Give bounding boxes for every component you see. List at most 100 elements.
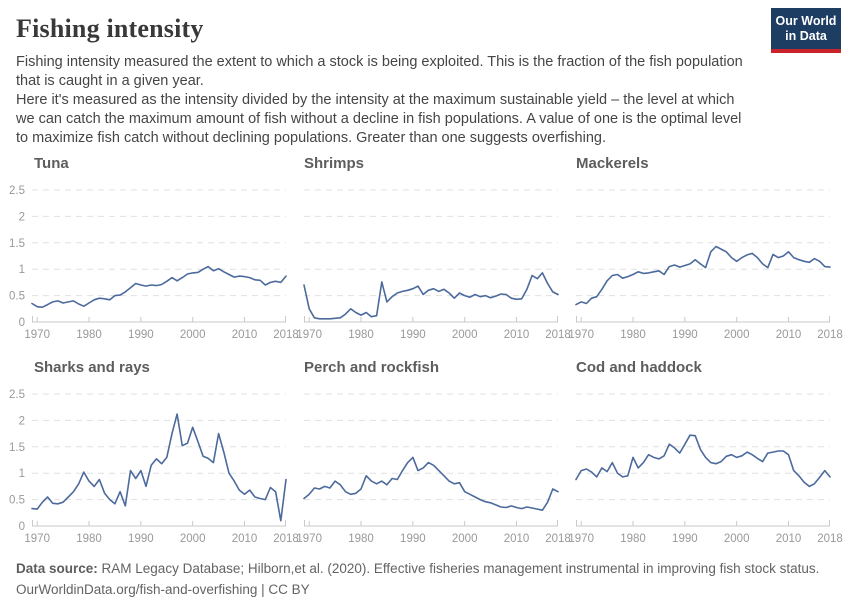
chart-svg-mackerels: 1970 1980 1990 2000 2010 2018 [568, 189, 843, 341]
svg-text:0.5: 0.5 [9, 291, 25, 303]
gridlines [32, 393, 286, 501]
svg-text:1: 1 [19, 264, 25, 276]
svg-text:1.5: 1.5 [9, 442, 25, 454]
gridlines [576, 189, 830, 297]
svg-text:1990: 1990 [400, 533, 426, 545]
footer-separator: | [257, 582, 269, 597]
chart-title-perch-and-rockfish: Perch and rockfish [304, 359, 440, 376]
svg-text:2018: 2018 [817, 533, 843, 545]
svg-text:2018: 2018 [817, 329, 843, 341]
owid-logo-line1: Our World [775, 14, 837, 28]
chart-title-sharks-and-rays: Sharks and rays [34, 359, 150, 376]
svg-text:1970: 1970 [296, 533, 322, 545]
svg-text:2018: 2018 [273, 533, 299, 545]
chart-perch-and-rockfish: Perch and rockfish 1970 1980 1990 2000 2010 20… [296, 359, 571, 548]
chart-svg-shrimps: 1970 1980 1990 2000 2010 2018 [296, 189, 571, 341]
x-axis: 1970 1980 1990 2000 2010 2018 [568, 316, 843, 341]
svg-text:2010: 2010 [232, 329, 258, 341]
source-label: Data source: [16, 561, 98, 576]
tuna-line-series [31, 265, 287, 308]
x-axis: 1970 1980 1990 2000 2010 2018 [24, 520, 299, 545]
shrimps-line-series [303, 272, 559, 320]
chart-svg-perch-and-rockfish: 1970 1980 1990 2000 2010 2018 [296, 393, 571, 545]
chart-title-shrimps: Shrimps [304, 155, 365, 172]
source-text: RAM Legacy Database; Hilborn,et al. (202… [97, 561, 820, 576]
owid-logo-line2: in Data [785, 29, 827, 43]
svg-text:1990: 1990 [128, 533, 154, 545]
svg-text:1.5: 1.5 [9, 238, 25, 250]
gridlines [304, 189, 558, 297]
svg-text:1980: 1980 [348, 533, 374, 545]
svg-text:1990: 1990 [400, 329, 426, 341]
footer-credit-line: OurWorldinData.org/fish-and-overfishing … [16, 579, 834, 600]
small-multiples-grid: Tuna 1970 1980 1990 2000 2010 2018 0 0.5 1 1.5 2 2.5… [9, 155, 843, 548]
svg-text:2010: 2010 [776, 329, 802, 341]
svg-text:2.5: 2.5 [9, 185, 25, 197]
gridlines [576, 393, 830, 501]
svg-text:2000: 2000 [180, 329, 206, 341]
svg-text:1970: 1970 [568, 533, 594, 545]
svg-text:2: 2 [19, 211, 25, 223]
svg-text:1980: 1980 [76, 533, 102, 545]
chart-description: Fishing intensity measured the extent to… [16, 53, 744, 148]
svg-text:2018: 2018 [545, 329, 571, 341]
chart-title-mackerels: Mackerels [576, 155, 649, 172]
owid-logo: Our World in Data [771, 8, 841, 53]
svg-text:1970: 1970 [296, 329, 322, 341]
chart-sharks-and-rays: Sharks and rays 1970 1980 1990 2000 2010 2018 0… [9, 359, 299, 548]
svg-text:2018: 2018 [545, 533, 571, 545]
chart-svg-sharks-and-rays: 1970 1980 1990 2000 2010 2018 0 0.5 1 1.5 2 2.5 [9, 389, 299, 545]
svg-text:1: 1 [19, 468, 25, 480]
svg-text:2: 2 [19, 415, 25, 427]
sharks-and-rays-line-series [31, 413, 287, 522]
svg-text:2000: 2000 [180, 533, 206, 545]
svg-text:1980: 1980 [348, 329, 374, 341]
chart-title-tuna: Tuna [34, 155, 69, 172]
svg-text:2010: 2010 [232, 533, 258, 545]
chart-svg-tuna: 1970 1980 1990 2000 2010 2018 0 0.5 1 1.5 2 2.5 [9, 185, 299, 341]
perch-and-rockfish-line-series [303, 456, 559, 511]
page-title: Fishing intensity [16, 14, 204, 43]
gridlines [32, 189, 286, 297]
chart-tuna: Tuna 1970 1980 1990 2000 2010 2018 0 0.5 1 1.5 2 2.5 [9, 155, 299, 344]
chart-cod-and-haddock: Cod and haddock 1970 1980 1990 2000 2010 2018 [568, 359, 843, 548]
footer-url: OurWorldinData.org/fish-and-overfishing [16, 582, 258, 597]
svg-text:0: 0 [19, 317, 25, 329]
x-axis: 1970 1980 1990 2000 2010 2018 [24, 316, 299, 341]
svg-text:2000: 2000 [724, 329, 750, 341]
svg-text:1990: 1990 [672, 533, 698, 545]
svg-text:1990: 1990 [672, 329, 698, 341]
svg-text:2010: 2010 [504, 329, 530, 341]
description-paragraph-2: Here it's measured as the intensity divi… [16, 92, 742, 146]
cod-and-haddock-line-series [575, 434, 831, 488]
chart-title-cod-and-haddock: Cod and haddock [576, 359, 702, 376]
svg-text:2010: 2010 [776, 533, 802, 545]
svg-text:1990: 1990 [128, 329, 154, 341]
svg-text:2000: 2000 [724, 533, 750, 545]
footer-license: CC BY [268, 582, 310, 597]
chart-mackerels: Mackerels 1970 1980 1990 2000 2010 2018 [568, 155, 843, 344]
chart-svg-cod-and-haddock: 1970 1980 1990 2000 2010 2018 [568, 393, 843, 545]
svg-text:0.5: 0.5 [9, 495, 25, 507]
svg-text:1970: 1970 [24, 533, 50, 545]
svg-text:1980: 1980 [76, 329, 102, 341]
footer-source-line: Data source: RAM Legacy Database; Hilbor… [16, 558, 834, 579]
description-paragraph-1: Fishing intensity measured the extent to… [16, 54, 743, 89]
svg-text:1970: 1970 [24, 329, 50, 341]
svg-text:0: 0 [19, 521, 25, 533]
x-axis: 1970 1980 1990 2000 2010 2018 [296, 520, 571, 545]
svg-text:1970: 1970 [568, 329, 594, 341]
chart-shrimps: Shrimps 1970 1980 1990 2000 2010 2018 [296, 155, 571, 344]
x-axis: 1970 1980 1990 2000 2010 2018 [568, 520, 843, 545]
svg-text:2000: 2000 [452, 533, 478, 545]
y-axis-labels: 0 0.5 1 1.5 2 2.5 [9, 185, 25, 329]
svg-text:2.5: 2.5 [9, 389, 25, 401]
svg-text:1980: 1980 [620, 329, 646, 341]
svg-text:2000: 2000 [452, 329, 478, 341]
svg-text:2018: 2018 [273, 329, 299, 341]
x-axis: 1970 1980 1990 2000 2010 2018 [296, 316, 571, 341]
mackerels-line-series [575, 245, 831, 306]
svg-text:1980: 1980 [620, 533, 646, 545]
gridlines [304, 393, 558, 501]
